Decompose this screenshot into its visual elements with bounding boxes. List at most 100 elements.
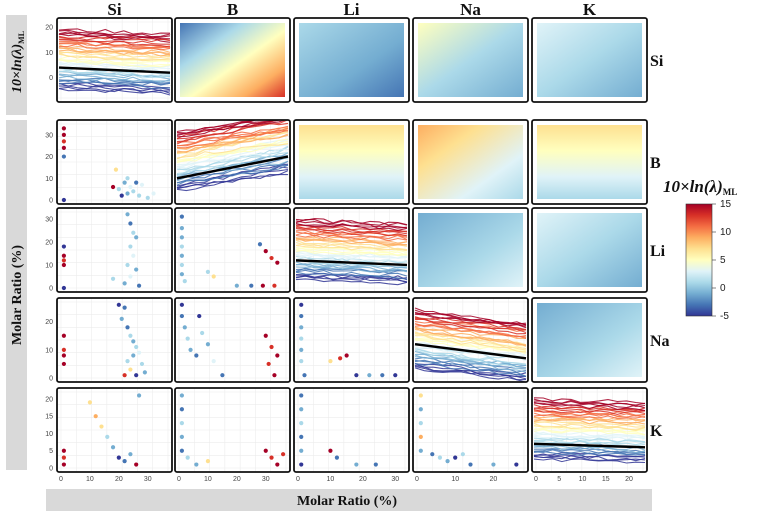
panel-frame	[412, 119, 529, 205]
scatter-point	[263, 448, 268, 453]
scatter-point	[281, 452, 286, 457]
scatter-point	[491, 462, 496, 467]
scatter-point	[344, 353, 349, 358]
scatter-point	[128, 244, 133, 249]
column-header-k: K	[583, 0, 597, 19]
y-tick-label: 0	[49, 198, 53, 205]
scatter-point	[151, 191, 156, 196]
scatter-point	[220, 373, 225, 378]
scatter-point	[131, 353, 136, 358]
series-line	[176, 134, 289, 153]
scatter-point	[131, 189, 136, 194]
series-line	[414, 333, 527, 350]
scatter-point	[445, 458, 450, 464]
panel-si-si: 20 10 0	[45, 17, 173, 103]
y-strip-top	[6, 15, 27, 115]
panel-b-si: 30 20 10 0	[45, 119, 173, 205]
x-tick-label: 0	[296, 476, 300, 483]
x-tick-label: 0	[177, 476, 181, 483]
x-tick-label: 0	[415, 476, 419, 483]
panel-k-na	[412, 387, 529, 473]
scatter-point	[179, 244, 184, 249]
scatter-point	[179, 313, 184, 319]
series-line	[176, 131, 289, 160]
series-line	[414, 363, 527, 381]
panel-si-na	[412, 17, 529, 103]
panel-frame	[412, 297, 529, 383]
series-line	[295, 234, 408, 242]
heatmap-fill	[537, 303, 642, 377]
panel-si-li	[293, 17, 410, 103]
colorbar: 10×ln(λ)ML 15 10 5 0 -5	[663, 177, 737, 322]
scatter-point	[61, 333, 66, 338]
scatter-point	[128, 452, 133, 457]
series-line	[295, 272, 408, 281]
scatter-point	[136, 350, 142, 355]
scatter-point	[299, 407, 304, 412]
series-line	[295, 271, 408, 280]
scatter-point	[179, 420, 184, 426]
series-line	[533, 453, 646, 459]
scatter-point	[354, 462, 359, 467]
scatter-point	[122, 180, 127, 185]
trend-line	[295, 259, 408, 267]
heatmap-fill	[418, 23, 523, 97]
scatter-point	[119, 316, 124, 321]
scatter-point	[125, 212, 130, 217]
series-line	[295, 251, 408, 259]
scatter-point	[430, 452, 435, 457]
series-line	[414, 309, 527, 329]
panel-na-li	[293, 297, 410, 383]
line-bundle	[295, 218, 408, 286]
scatter-point	[418, 420, 423, 426]
heatmap-fill	[180, 23, 285, 97]
series-line	[295, 231, 408, 241]
scatter-point	[142, 370, 147, 375]
scatter-point	[93, 414, 98, 419]
series-line	[533, 398, 646, 406]
scatter-point	[179, 434, 184, 440]
scatter-point	[136, 193, 142, 198]
series-line	[58, 39, 170, 45]
scatter-point	[182, 278, 187, 284]
panel-frame	[56, 119, 173, 205]
scatter-point	[266, 361, 271, 367]
panel-frame	[293, 387, 410, 473]
scatter-point	[61, 139, 66, 144]
scatter-point	[194, 462, 199, 467]
series-line	[414, 359, 527, 373]
x-tick-label: 20	[625, 476, 633, 483]
panel-li-na	[412, 207, 529, 293]
series-line	[295, 254, 408, 263]
y-tick-label: 10	[45, 176, 53, 183]
scatter-point	[116, 455, 121, 460]
scatter-point	[249, 283, 254, 288]
series-line	[533, 414, 646, 420]
trend-line	[176, 155, 289, 180]
trend-line	[58, 66, 171, 74]
colorbar-tick-label: 5	[720, 255, 726, 266]
scatter-point	[211, 359, 216, 364]
scatter-point	[299, 420, 304, 426]
scatter-point	[205, 269, 211, 274]
scatter-point	[179, 226, 184, 231]
scatter-point	[113, 167, 119, 172]
scatter-point	[122, 281, 127, 286]
scatter-point	[61, 154, 66, 159]
scatter-point	[110, 445, 116, 450]
scatter-point	[200, 330, 205, 336]
series-line	[176, 120, 282, 145]
scatter-point	[125, 359, 130, 364]
panel-na-b	[174, 297, 291, 383]
scatter-point	[145, 195, 150, 200]
scatter-point	[136, 283, 142, 288]
scatter-point	[328, 359, 333, 364]
scatter-point	[260, 283, 265, 288]
panel-frame	[56, 297, 173, 383]
series-line	[295, 237, 408, 246]
colorbar-title: 10×ln(λ)ML	[663, 177, 737, 197]
column-header-li: Li	[343, 0, 359, 19]
scatter-point	[122, 458, 127, 464]
row-label-b: B	[650, 155, 661, 172]
scatter-point	[134, 373, 139, 378]
